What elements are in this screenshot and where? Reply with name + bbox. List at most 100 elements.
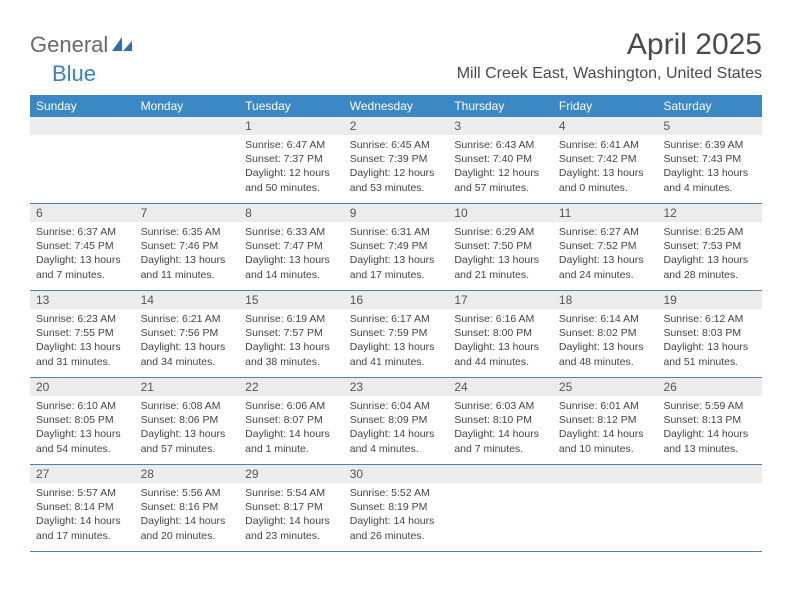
day-number: 21: [135, 378, 240, 396]
sunrise-text: Sunrise: 6:33 AM: [245, 225, 338, 239]
day-body: Sunrise: 6:39 AMSunset: 7:43 PMDaylight:…: [657, 135, 762, 201]
sunset-text: Sunset: 7:45 PM: [36, 239, 129, 253]
weekday-header-row: Sunday Monday Tuesday Wednesday Thursday…: [30, 95, 762, 117]
day-body: [657, 483, 762, 492]
day-cell: 1Sunrise: 6:47 AMSunset: 7:37 PMDaylight…: [239, 117, 344, 203]
day-body: Sunrise: 5:57 AMSunset: 8:14 PMDaylight:…: [30, 483, 135, 549]
sunset-text: Sunset: 7:55 PM: [36, 326, 129, 340]
day-cell: 12Sunrise: 6:25 AMSunset: 7:53 PMDayligh…: [657, 204, 762, 290]
day-body: [135, 135, 240, 144]
day-cell: 21Sunrise: 6:08 AMSunset: 8:06 PMDayligh…: [135, 378, 240, 464]
day-body: Sunrise: 6:12 AMSunset: 8:03 PMDaylight:…: [657, 309, 762, 375]
daylight-text: Daylight: 14 hours and 10 minutes.: [559, 427, 652, 455]
day-body: Sunrise: 6:14 AMSunset: 8:02 PMDaylight:…: [553, 309, 658, 375]
day-number: [135, 117, 240, 135]
day-body: Sunrise: 6:41 AMSunset: 7:42 PMDaylight:…: [553, 135, 658, 201]
day-cell: 22Sunrise: 6:06 AMSunset: 8:07 PMDayligh…: [239, 378, 344, 464]
sunset-text: Sunset: 7:39 PM: [350, 152, 443, 166]
daylight-text: Daylight: 13 hours and 48 minutes.: [559, 340, 652, 368]
daylight-text: Daylight: 14 hours and 20 minutes.: [141, 514, 234, 542]
sunset-text: Sunset: 8:10 PM: [454, 413, 547, 427]
day-number: 28: [135, 465, 240, 483]
day-cell: 30Sunrise: 5:52 AMSunset: 8:19 PMDayligh…: [344, 465, 449, 551]
day-body: Sunrise: 6:08 AMSunset: 8:06 PMDaylight:…: [135, 396, 240, 462]
daylight-text: Daylight: 14 hours and 7 minutes.: [454, 427, 547, 455]
day-cell: [657, 465, 762, 551]
day-number: 15: [239, 291, 344, 309]
daylight-text: Daylight: 12 hours and 57 minutes.: [454, 166, 547, 194]
sunrise-text: Sunrise: 6:16 AM: [454, 312, 547, 326]
daylight-text: Daylight: 14 hours and 4 minutes.: [350, 427, 443, 455]
sunset-text: Sunset: 8:07 PM: [245, 413, 338, 427]
day-cell: 8Sunrise: 6:33 AMSunset: 7:47 PMDaylight…: [239, 204, 344, 290]
day-number: 6: [30, 204, 135, 222]
daylight-text: Daylight: 13 hours and 57 minutes.: [141, 427, 234, 455]
day-cell: 6Sunrise: 6:37 AMSunset: 7:45 PMDaylight…: [30, 204, 135, 290]
day-cell: 9Sunrise: 6:31 AMSunset: 7:49 PMDaylight…: [344, 204, 449, 290]
day-body: Sunrise: 6:31 AMSunset: 7:49 PMDaylight:…: [344, 222, 449, 288]
day-body: [448, 483, 553, 492]
daylight-text: Daylight: 14 hours and 13 minutes.: [663, 427, 756, 455]
day-body: Sunrise: 6:16 AMSunset: 8:00 PMDaylight:…: [448, 309, 553, 375]
sunset-text: Sunset: 8:06 PM: [141, 413, 234, 427]
weekday-header: Monday: [135, 95, 240, 117]
daylight-text: Daylight: 13 hours and 34 minutes.: [141, 340, 234, 368]
daylight-text: Daylight: 13 hours and 51 minutes.: [663, 340, 756, 368]
daylight-text: Daylight: 12 hours and 53 minutes.: [350, 166, 443, 194]
sunrise-text: Sunrise: 6:47 AM: [245, 138, 338, 152]
day-cell: 26Sunrise: 5:59 AMSunset: 8:13 PMDayligh…: [657, 378, 762, 464]
daylight-text: Daylight: 13 hours and 31 minutes.: [36, 340, 129, 368]
day-cell: 13Sunrise: 6:23 AMSunset: 7:55 PMDayligh…: [30, 291, 135, 377]
sunset-text: Sunset: 7:47 PM: [245, 239, 338, 253]
weekday-header: Wednesday: [344, 95, 449, 117]
day-body: Sunrise: 6:35 AMSunset: 7:46 PMDaylight:…: [135, 222, 240, 288]
day-number: 17: [448, 291, 553, 309]
daylight-text: Daylight: 13 hours and 54 minutes.: [36, 427, 129, 455]
day-cell: 5Sunrise: 6:39 AMSunset: 7:43 PMDaylight…: [657, 117, 762, 203]
day-body: Sunrise: 6:01 AMSunset: 8:12 PMDaylight:…: [553, 396, 658, 462]
day-number: [553, 465, 658, 483]
day-body: Sunrise: 6:06 AMSunset: 8:07 PMDaylight:…: [239, 396, 344, 462]
sunset-text: Sunset: 7:53 PM: [663, 239, 756, 253]
day-body: Sunrise: 6:43 AMSunset: 7:40 PMDaylight:…: [448, 135, 553, 201]
day-number: 27: [30, 465, 135, 483]
day-number: 2: [344, 117, 449, 135]
sunrise-text: Sunrise: 6:25 AM: [663, 225, 756, 239]
daylight-text: Daylight: 14 hours and 26 minutes.: [350, 514, 443, 542]
week-row: 13Sunrise: 6:23 AMSunset: 7:55 PMDayligh…: [30, 291, 762, 378]
day-cell: 19Sunrise: 6:12 AMSunset: 8:03 PMDayligh…: [657, 291, 762, 377]
day-cell: 11Sunrise: 6:27 AMSunset: 7:52 PMDayligh…: [553, 204, 658, 290]
day-number: [448, 465, 553, 483]
day-number: 7: [135, 204, 240, 222]
day-body: Sunrise: 6:04 AMSunset: 8:09 PMDaylight:…: [344, 396, 449, 462]
day-body: Sunrise: 6:37 AMSunset: 7:45 PMDaylight:…: [30, 222, 135, 288]
sunset-text: Sunset: 7:37 PM: [245, 152, 338, 166]
sunset-text: Sunset: 7:52 PM: [559, 239, 652, 253]
day-body: Sunrise: 6:03 AMSunset: 8:10 PMDaylight:…: [448, 396, 553, 462]
day-cell: 3Sunrise: 6:43 AMSunset: 7:40 PMDaylight…: [448, 117, 553, 203]
daylight-text: Daylight: 12 hours and 50 minutes.: [245, 166, 338, 194]
sunrise-text: Sunrise: 5:57 AM: [36, 486, 129, 500]
day-body: Sunrise: 6:33 AMSunset: 7:47 PMDaylight:…: [239, 222, 344, 288]
day-cell: [553, 465, 658, 551]
sunrise-text: Sunrise: 6:45 AM: [350, 138, 443, 152]
sunrise-text: Sunrise: 6:08 AM: [141, 399, 234, 413]
day-number: 23: [344, 378, 449, 396]
sunrise-text: Sunrise: 6:10 AM: [36, 399, 129, 413]
day-cell: [448, 465, 553, 551]
day-body: Sunrise: 6:29 AMSunset: 7:50 PMDaylight:…: [448, 222, 553, 288]
day-number: [30, 117, 135, 135]
brand-logo: General: [30, 32, 134, 58]
day-body: Sunrise: 6:21 AMSunset: 7:56 PMDaylight:…: [135, 309, 240, 375]
sunrise-text: Sunrise: 6:37 AM: [36, 225, 129, 239]
day-number: 14: [135, 291, 240, 309]
day-cell: 23Sunrise: 6:04 AMSunset: 8:09 PMDayligh…: [344, 378, 449, 464]
sunset-text: Sunset: 7:43 PM: [663, 152, 756, 166]
sunrise-text: Sunrise: 6:17 AM: [350, 312, 443, 326]
day-cell: 27Sunrise: 5:57 AMSunset: 8:14 PMDayligh…: [30, 465, 135, 551]
sunrise-text: Sunrise: 5:54 AM: [245, 486, 338, 500]
day-cell: 20Sunrise: 6:10 AMSunset: 8:05 PMDayligh…: [30, 378, 135, 464]
sunset-text: Sunset: 7:46 PM: [141, 239, 234, 253]
daylight-text: Daylight: 13 hours and 28 minutes.: [663, 253, 756, 281]
week-row: 1Sunrise: 6:47 AMSunset: 7:37 PMDaylight…: [30, 117, 762, 204]
